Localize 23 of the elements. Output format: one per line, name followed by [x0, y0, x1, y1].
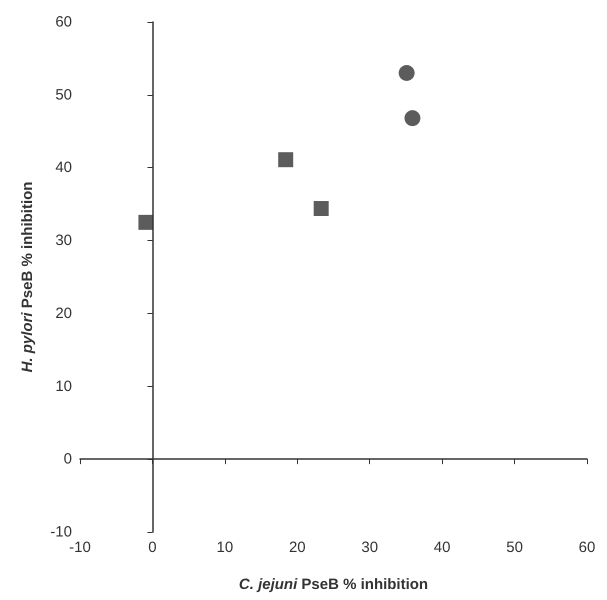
point: [398, 65, 415, 81]
y-tick-label: 60: [55, 14, 72, 30]
point: [278, 152, 294, 168]
x-tick-label: -10: [69, 539, 91, 556]
x-tick-label: 20: [288, 539, 306, 556]
x-axis-title: C. jejuni PseB % inhibition: [238, 576, 428, 593]
y-tick-label: 10: [55, 378, 72, 395]
x-tick-label: 60: [578, 539, 596, 556]
x-tick-label: 50: [506, 539, 523, 556]
y-tick-label: 50: [55, 86, 72, 104]
point: [138, 214, 154, 230]
point: [314, 201, 329, 216]
x-tick-label: 30: [361, 539, 378, 556]
y-axis-title: H. pylori PseB % inhibition: [19, 182, 36, 372]
x-tick-label: 40: [434, 539, 450, 556]
point: [404, 110, 420, 126]
x-tick-label: 10: [216, 539, 234, 556]
x-tick-label: 0: [148, 539, 157, 556]
y-tick-label: 30: [55, 232, 72, 250]
y-tick-label: 40: [55, 159, 72, 176]
y-tick-label: 20: [55, 304, 72, 322]
y-tick-label: -10: [50, 524, 72, 540]
y-tick-label: 0: [64, 450, 72, 468]
